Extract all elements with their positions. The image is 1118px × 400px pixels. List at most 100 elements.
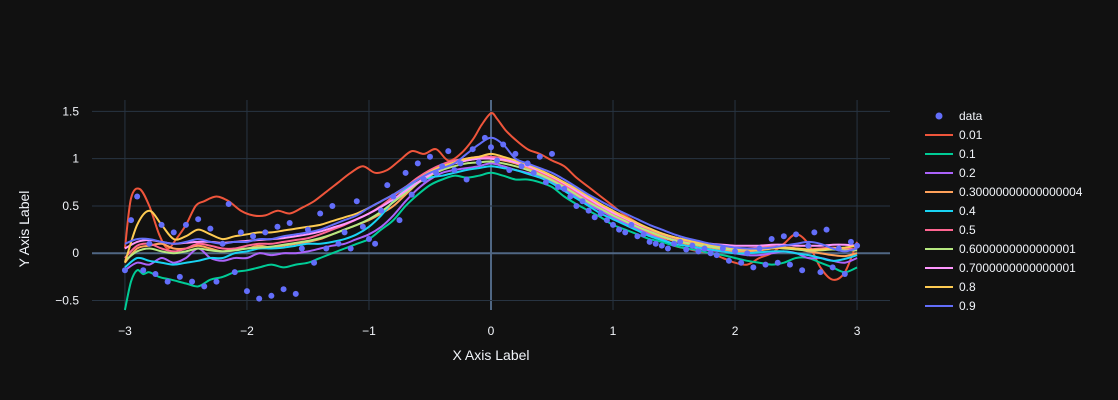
data-point: [640, 231, 647, 238]
data-point: [573, 202, 580, 209]
x-tick-label: −2: [240, 324, 254, 338]
data-point: [512, 150, 519, 157]
data-point: [610, 221, 617, 228]
data-point: [256, 295, 263, 302]
data-point: [811, 229, 818, 236]
data-point: [329, 202, 336, 209]
data-point: [146, 240, 153, 247]
data-point: [500, 141, 507, 148]
legend-label: 0.7000000000000001: [959, 261, 1076, 275]
data-point: [597, 210, 604, 217]
data-point: [701, 245, 708, 252]
data-point: [786, 261, 793, 268]
data-point: [268, 292, 275, 299]
data-point: [817, 269, 824, 276]
x-tick-label: −1: [362, 324, 376, 338]
data-point: [494, 157, 501, 164]
data-point: [756, 245, 763, 252]
data-point: [140, 267, 147, 274]
data-points: [121, 134, 861, 302]
data-point: [646, 238, 653, 245]
data-point: [628, 221, 635, 228]
data-point: [396, 217, 403, 224]
data-point: [585, 207, 592, 214]
data-point: [207, 225, 214, 232]
legend: data 0.01 0.1 0.2 0.30000000000000004 0.4 0.5 0…: [925, 109, 1083, 313]
legend-label: 0.9: [959, 299, 976, 313]
data-point: [542, 179, 549, 186]
data-point: [457, 160, 464, 167]
data-point: [176, 273, 183, 280]
data-point: [713, 252, 720, 259]
data-point: [121, 267, 128, 274]
data-point: [225, 201, 232, 208]
data-point: [854, 242, 861, 249]
y-tick-label: 1: [72, 152, 79, 166]
y-axis-title: Y Axis Label: [16, 191, 32, 268]
x-tick-label: 1: [610, 324, 617, 338]
data-point: [591, 214, 598, 221]
data-point: [347, 245, 354, 252]
data-point: [250, 233, 257, 240]
data-point: [274, 223, 281, 230]
data-point: [579, 198, 586, 205]
data-point: [341, 229, 348, 236]
data-point: [426, 153, 433, 160]
data-point: [152, 271, 159, 278]
data-point: [524, 160, 531, 167]
data-point: [847, 238, 854, 245]
data-point: [201, 283, 208, 290]
data-point: [652, 240, 659, 247]
data-point: [622, 229, 629, 236]
data-point: [793, 231, 800, 238]
data-point: [243, 288, 250, 295]
data-point: [689, 242, 696, 249]
data-point: [231, 269, 238, 276]
data-point: [750, 264, 757, 271]
data-point: [707, 250, 714, 257]
data-point: [671, 240, 678, 247]
data-point: [280, 286, 287, 293]
data-point: [555, 184, 562, 191]
data-point: [323, 245, 330, 252]
data-point: [182, 221, 189, 228]
data-point: [549, 150, 556, 157]
data-point: [237, 229, 244, 236]
data-point: [408, 191, 415, 198]
legend-label: 0.1: [959, 147, 976, 161]
data-point: [768, 236, 775, 243]
data-point: [414, 160, 421, 167]
data-point: [695, 248, 702, 255]
data-point: [738, 259, 745, 266]
data-point: [170, 229, 177, 236]
data-point: [732, 248, 739, 255]
data-point: [664, 245, 671, 252]
data-point: [536, 153, 543, 160]
data-point: [725, 257, 732, 264]
data-point: [219, 240, 226, 247]
data-point: [286, 219, 293, 226]
y-tick-labels: −0.5 0 0.5 1 1.5: [55, 104, 79, 307]
data-point: [774, 259, 781, 266]
data-point: [799, 267, 806, 274]
data-point: [365, 236, 372, 243]
x-tick-label: 0: [488, 324, 495, 338]
data-point: [481, 134, 488, 141]
y-tick-label: 1.5: [62, 104, 79, 118]
data-point: [439, 163, 446, 170]
data-point: [518, 163, 525, 170]
data-point: [353, 198, 360, 205]
x-tick-labels: −3 −2 −1 0 1 2 3: [118, 324, 861, 338]
data-point: [292, 290, 299, 297]
data-point: [561, 185, 568, 192]
data-point: [469, 146, 476, 153]
legend-label: data: [959, 109, 983, 123]
data-point: [433, 169, 440, 176]
data-point: [488, 144, 494, 151]
data-point: [445, 148, 452, 155]
data-point: [213, 278, 220, 285]
x-axis-title: X Axis Label: [452, 347, 529, 363]
data-point: [658, 242, 665, 249]
data-point: [463, 176, 470, 183]
